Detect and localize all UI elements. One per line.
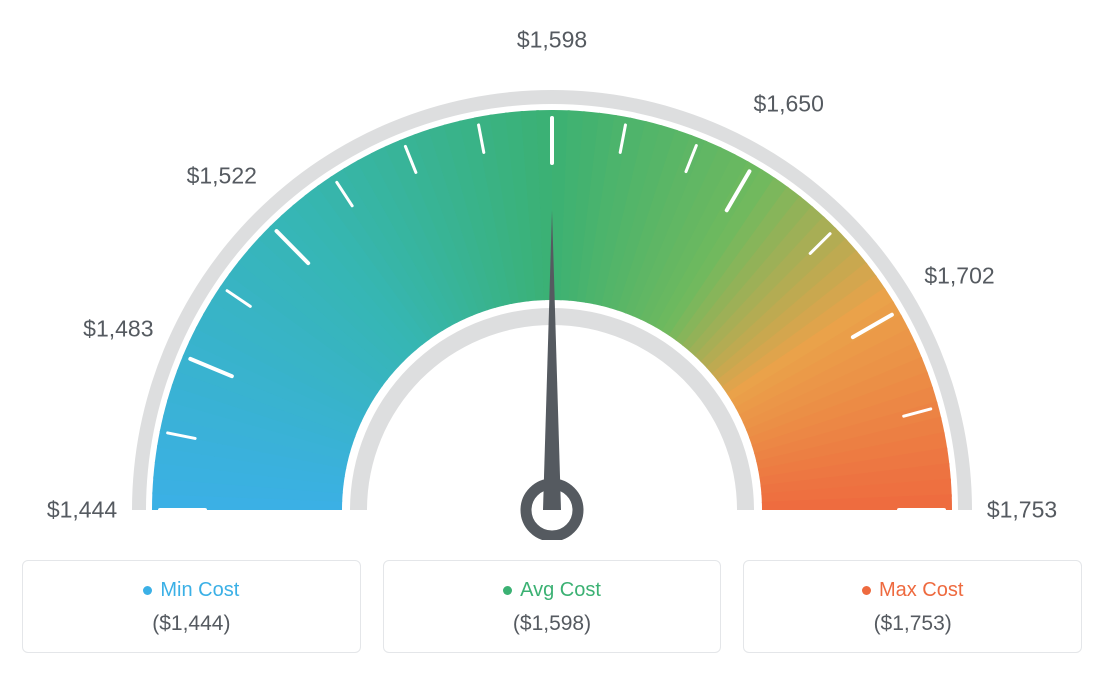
gauge-tick-label: $1,522 — [187, 162, 257, 189]
gauge-tick-label: $1,753 — [987, 497, 1057, 524]
dot-icon — [143, 586, 152, 595]
dot-icon — [503, 586, 512, 595]
legend-title-avg: Avg Cost — [503, 579, 601, 602]
legend-title-max: Max Cost — [862, 579, 963, 602]
gauge-tick-label: $1,483 — [83, 315, 153, 342]
legend-row: Min Cost ($1,444) Avg Cost ($1,598) Max … — [22, 560, 1082, 653]
gauge-svg — [22, 20, 1082, 540]
legend-title-text: Min Cost — [160, 579, 239, 602]
legend-title-min: Min Cost — [143, 579, 239, 602]
legend-value-avg: ($1,598) — [394, 612, 711, 636]
cost-gauge: $1,444 $1,483 $1,522 $1,598 $1,650 $1,702 $1,7… — [22, 20, 1082, 540]
gauge-tick-label: $1,598 — [517, 27, 587, 54]
legend-value-min: ($1,444) — [33, 612, 350, 636]
legend-card-max: Max Cost ($1,753) — [743, 560, 1082, 653]
legend-card-avg: Avg Cost ($1,598) — [383, 560, 722, 653]
gauge-tick-label: $1,702 — [924, 262, 994, 289]
legend-title-text: Avg Cost — [520, 579, 601, 602]
legend-value-max: ($1,753) — [754, 612, 1071, 636]
legend-card-min: Min Cost ($1,444) — [22, 560, 361, 653]
legend-title-text: Max Cost — [879, 579, 963, 602]
gauge-tick-label: $1,444 — [47, 497, 117, 524]
dot-icon — [862, 586, 871, 595]
gauge-tick-label: $1,650 — [754, 90, 824, 117]
